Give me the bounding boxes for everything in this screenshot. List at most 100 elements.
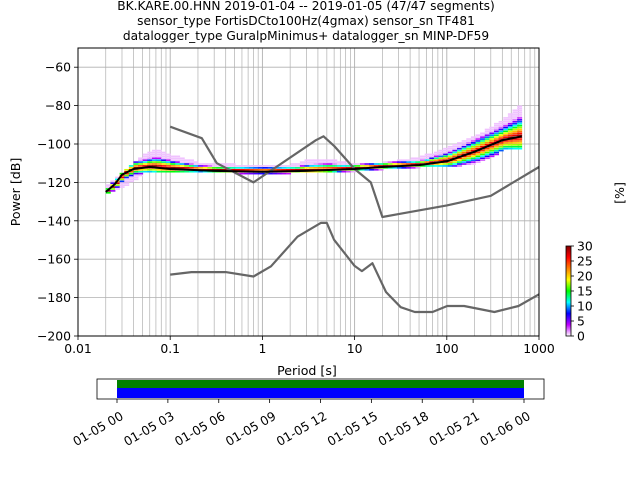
- density-cell: [142, 157, 148, 160]
- density-cell: [184, 163, 190, 165]
- colorbar-tick-label: 10: [577, 299, 593, 314]
- density-cell: [494, 149, 500, 152]
- density-cell: [443, 149, 449, 152]
- density-cell: [512, 109, 518, 112]
- density-cell: [299, 163, 305, 165]
- density-cell: [494, 128, 500, 131]
- colorbar-tick-label: 5: [577, 314, 585, 329]
- density-cell: [503, 140, 509, 142]
- density-cell: [198, 167, 204, 169]
- density-cell: [452, 144, 458, 146]
- density-cell: [503, 136, 509, 138]
- density-cell: [457, 147, 463, 150]
- density-cell: [503, 117, 509, 119]
- density-cell: [336, 161, 342, 163]
- density-cell: [262, 167, 268, 169]
- density-cell: [484, 142, 490, 144]
- density-cell: [110, 182, 116, 185]
- density-cell: [480, 132, 486, 135]
- density-cell: [466, 157, 472, 160]
- density-cell: [225, 167, 231, 169]
- density-cell: [105, 184, 111, 186]
- density-cell: [429, 157, 435, 160]
- density-cell: [401, 161, 407, 163]
- density-cell: [461, 144, 467, 146]
- density-cell: [494, 138, 500, 140]
- density-cell: [138, 174, 144, 177]
- density-cell: [507, 132, 513, 135]
- density-cell: [433, 159, 439, 161]
- density-cell: [503, 134, 509, 137]
- density-cell: [438, 151, 444, 154]
- density-cell: [452, 147, 458, 150]
- density-cell: [249, 168, 255, 171]
- density-cell: [489, 145, 495, 148]
- density-cell: [165, 161, 171, 163]
- density-cell: [480, 144, 486, 146]
- density-cell: [332, 161, 338, 163]
- density-cell: [461, 161, 467, 163]
- density-cell: [304, 168, 310, 171]
- density-cell: [494, 122, 500, 125]
- density-cell: [494, 130, 500, 133]
- density-cell: [475, 134, 481, 137]
- density-cell: [470, 144, 476, 146]
- density-cell: [138, 165, 144, 167]
- density-cell: [124, 184, 130, 186]
- density-cell: [494, 151, 500, 154]
- y-tick-label: −160: [37, 252, 71, 267]
- density-cell: [286, 168, 292, 171]
- density-cell: [133, 163, 139, 165]
- density-cell: [299, 167, 305, 169]
- density-cell: [175, 165, 181, 167]
- density-cell: [179, 159, 185, 161]
- density-cell: [212, 163, 218, 165]
- density-cell: [433, 155, 439, 158]
- density-cell: [484, 134, 490, 137]
- density-cell: [415, 159, 421, 161]
- density-cell: [447, 145, 453, 148]
- density-cell: [466, 142, 472, 144]
- density-cell: [517, 111, 523, 113]
- density-cell: [119, 186, 125, 188]
- density-cell: [336, 170, 342, 173]
- density-cell: [517, 147, 523, 150]
- density-cell: [484, 138, 490, 140]
- plot-frame: [77, 47, 540, 337]
- density-cell: [429, 159, 435, 161]
- density-cell: [475, 147, 481, 150]
- x-tick-label: 1: [258, 341, 266, 356]
- density-cell: [114, 184, 121, 186]
- density-cell: [517, 117, 523, 119]
- density-cell: [452, 161, 458, 163]
- density-cell: [484, 144, 490, 146]
- density-cell: [156, 151, 162, 154]
- density-cell: [124, 180, 130, 183]
- density-cell: [457, 153, 463, 156]
- density-cell: [170, 159, 176, 161]
- density-cell: [512, 130, 518, 133]
- timeline-tick-label: 01-05 03: [121, 408, 177, 449]
- density-cell: [480, 153, 486, 156]
- density-cell: [433, 163, 439, 165]
- density-cell: [151, 170, 157, 173]
- density-cell: [193, 165, 199, 167]
- density-cell: [133, 170, 139, 173]
- density-cell: [433, 151, 439, 154]
- density-cell: [253, 167, 259, 169]
- density-cell: [110, 188, 116, 190]
- density-cell: [470, 155, 476, 158]
- density-cell: [295, 168, 301, 171]
- density-cell: [512, 147, 518, 150]
- density-cell: [507, 134, 513, 137]
- colorbar-gradient: [565, 245, 572, 337]
- density-cell: [161, 153, 167, 156]
- density-cell: [470, 159, 476, 161]
- density-cell: [512, 124, 518, 127]
- density-cell: [517, 107, 523, 110]
- density-cell: [475, 157, 481, 160]
- density-cell: [332, 159, 338, 161]
- density-cell: [322, 159, 329, 161]
